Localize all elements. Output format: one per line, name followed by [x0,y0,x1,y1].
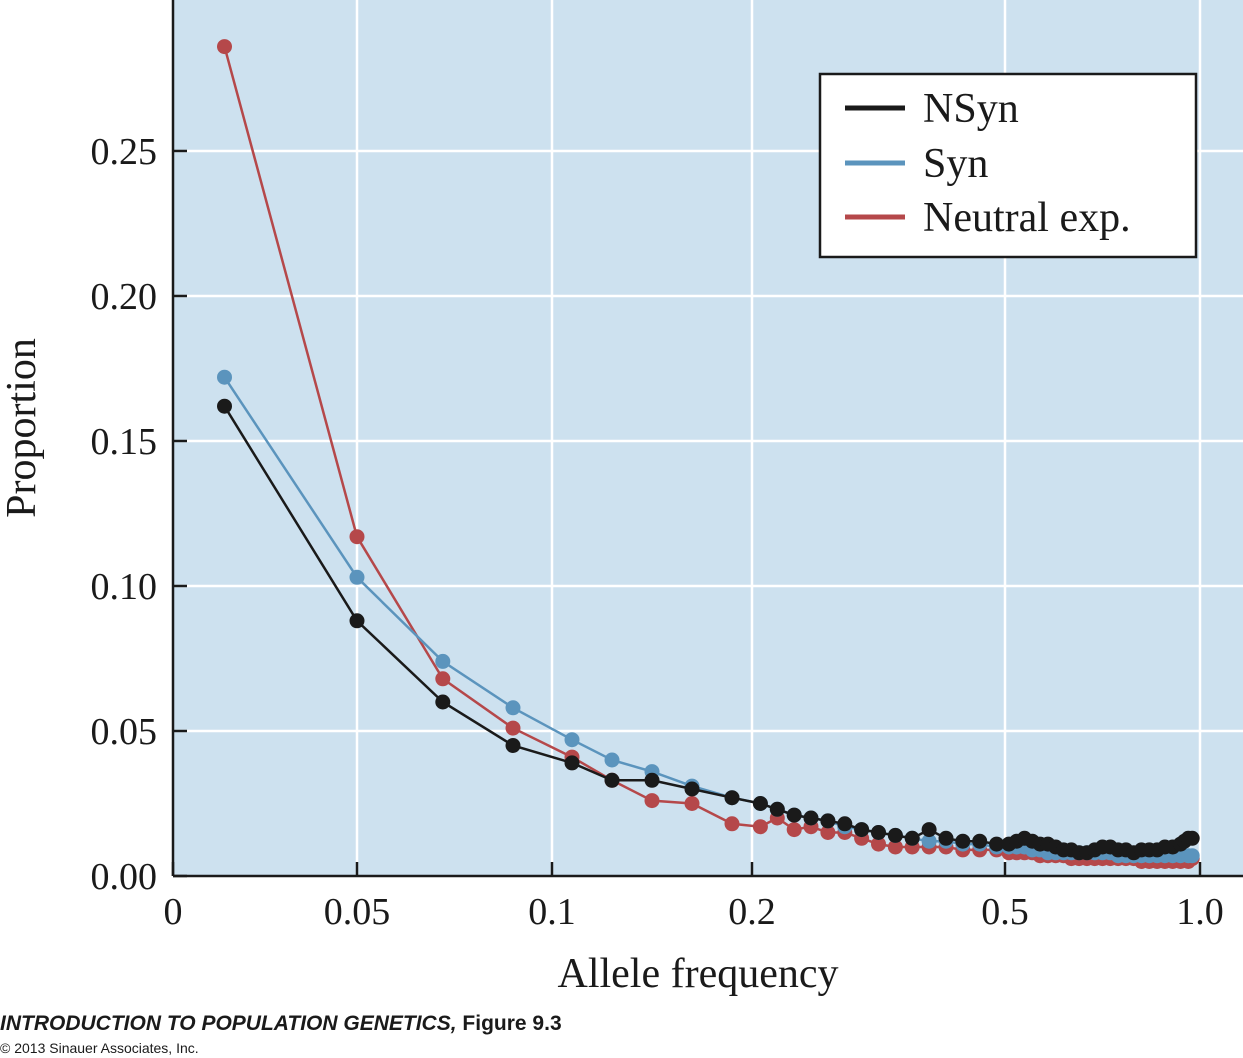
data-point [938,830,954,846]
y-tick-labels: 0.00 0.05 0.10 0.15 0.20 0.25 [91,131,158,898]
x-tick-labels: 0 0.05 0.1 0.2 0.5 1.0 [164,891,1224,933]
y-tick-label: 0.25 [91,131,158,173]
data-point [505,720,521,736]
data-point [854,822,870,838]
y-axis-title: Proportion [0,338,45,518]
data-point [921,822,937,838]
data-point [435,653,451,669]
x-tick-label: 0.5 [981,891,1029,933]
data-point [887,827,903,843]
data-point [564,755,580,771]
data-point [349,529,365,545]
data-point [604,752,620,768]
data-point [505,700,521,716]
y-tick-label: 0.15 [91,421,158,463]
data-point [820,813,836,829]
series-nsyn [217,398,1200,861]
data-point [752,819,768,835]
copyright-notice: © 2013 Sinauer Associates, Inc. [0,1040,199,1056]
data-series [217,39,1200,869]
data-point [955,833,971,849]
data-point [887,839,903,855]
data-point [989,836,1005,852]
data-point [684,781,700,797]
data-point [871,836,886,852]
data-point [904,830,920,846]
data-point [786,807,802,823]
data-point [972,833,988,849]
x-tick-label: 0.1 [528,891,576,933]
y-tick-label: 0.20 [91,276,158,318]
y-tick-label: 0.05 [91,711,158,753]
legend-label-neutral: Neutral exp. [923,195,1131,241]
y-tick-label: 0.10 [91,566,158,608]
allele-frequency-chart: 0 0.05 0.1 0.2 0.5 1.0 0.000.050.100.150.200.… [0,0,1243,997]
x-tick-label: 0.05 [324,891,391,933]
data-point [349,569,365,585]
x-tick-label: 0 [164,891,183,933]
data-point [644,772,660,788]
data-point [217,398,232,414]
data-point [724,790,740,806]
data-point [435,671,451,687]
legend-label-syn: Syn [923,141,988,187]
data-point [769,801,785,817]
data-point [820,825,836,840]
data-point [349,613,365,629]
data-point [644,793,660,809]
axes [171,0,1243,878]
data-point [871,825,886,840]
figure-label: Figure 9.3 [462,1012,562,1035]
y-tick-label: 0.00 [91,856,158,898]
x-tick-label: 1.0 [1176,891,1224,933]
data-point [1184,848,1200,864]
data-point [724,816,740,832]
x-axis-title: Allele frequency [557,951,838,997]
x-tick-label: 0.2 [728,891,776,933]
data-point [1184,830,1200,846]
data-point [505,738,521,753]
data-point [752,796,768,811]
data-point [921,833,937,849]
legend-label-nsyn: NSyn [923,86,1019,132]
legend: NSyn Syn Neutral exp. [818,72,1198,259]
data-point [684,796,700,811]
data-point [435,694,451,710]
book-title: INTRODUCTION TO POPULATION GENETICS, [0,1012,457,1035]
figure-caption: INTRODUCTION TO POPULATION GENETICS, Fig… [0,1012,562,1036]
data-point [803,810,819,826]
data-point [217,369,232,385]
data-point [217,39,232,55]
data-point [604,772,620,788]
data-point [564,732,580,748]
data-point [786,822,802,838]
data-point [837,816,853,832]
